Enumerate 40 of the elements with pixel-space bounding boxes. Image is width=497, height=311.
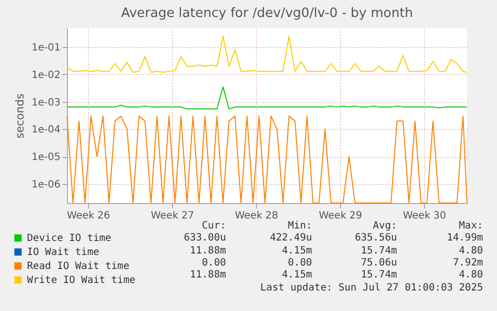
legend-label: Device IO time [27,233,112,244]
legend-label: IO Wait time [27,247,100,258]
text: 635.56u [354,232,397,244]
text: 7.92m [452,257,483,268]
chart-title: Average latency for /dev/vg0/lv-0 - by month [121,6,413,21]
text: Last update: Sun Jul 27 01:00:03 2025 [260,282,483,294]
text: 75.06u [360,257,397,268]
y-tick-label: 1e-03 [32,97,60,108]
text: Cur: [202,220,226,232]
text: 0.00 [202,257,226,268]
text: Avg: [372,220,397,232]
text: 4.80 [458,245,483,256]
text: 4.15m [282,270,312,281]
text: 0.00 [288,257,312,268]
text: 4.15m [282,245,312,256]
y-tick-label: 1e-04 [32,124,60,136]
text: 15.74m [360,270,397,281]
text: 4.80 [458,270,483,281]
text: Max: [458,220,483,232]
text: 11.88m [190,270,226,281]
text: 14.99m [446,232,483,244]
y-tick-label: 1e-05 [32,152,60,164]
x-tick-label: Week 26 [66,210,110,222]
y-axis-title: seconds [14,93,27,138]
legend-label: Read IO Wait time [27,261,130,272]
x-tick-label: Week 30 [402,210,446,222]
text: 633.00u [184,232,226,244]
line-series [66,86,468,110]
x-tick-label: Week 29 [318,210,362,222]
y-tick-label: 1e-06 [32,179,60,190]
line-series [66,36,468,73]
text: Min: [288,220,312,232]
legend-label: Write IO Wait time [27,275,136,286]
text: 422.49u [270,232,312,244]
text: 15.74m [360,245,397,256]
text: 11.88m [190,245,226,256]
x-tick-label: Week 28 [234,210,278,222]
y-tick-label: 1e-01 [32,42,60,54]
x-tick-label: Week 27 [150,210,194,222]
y-tick-label: 1e-02 [32,70,60,81]
